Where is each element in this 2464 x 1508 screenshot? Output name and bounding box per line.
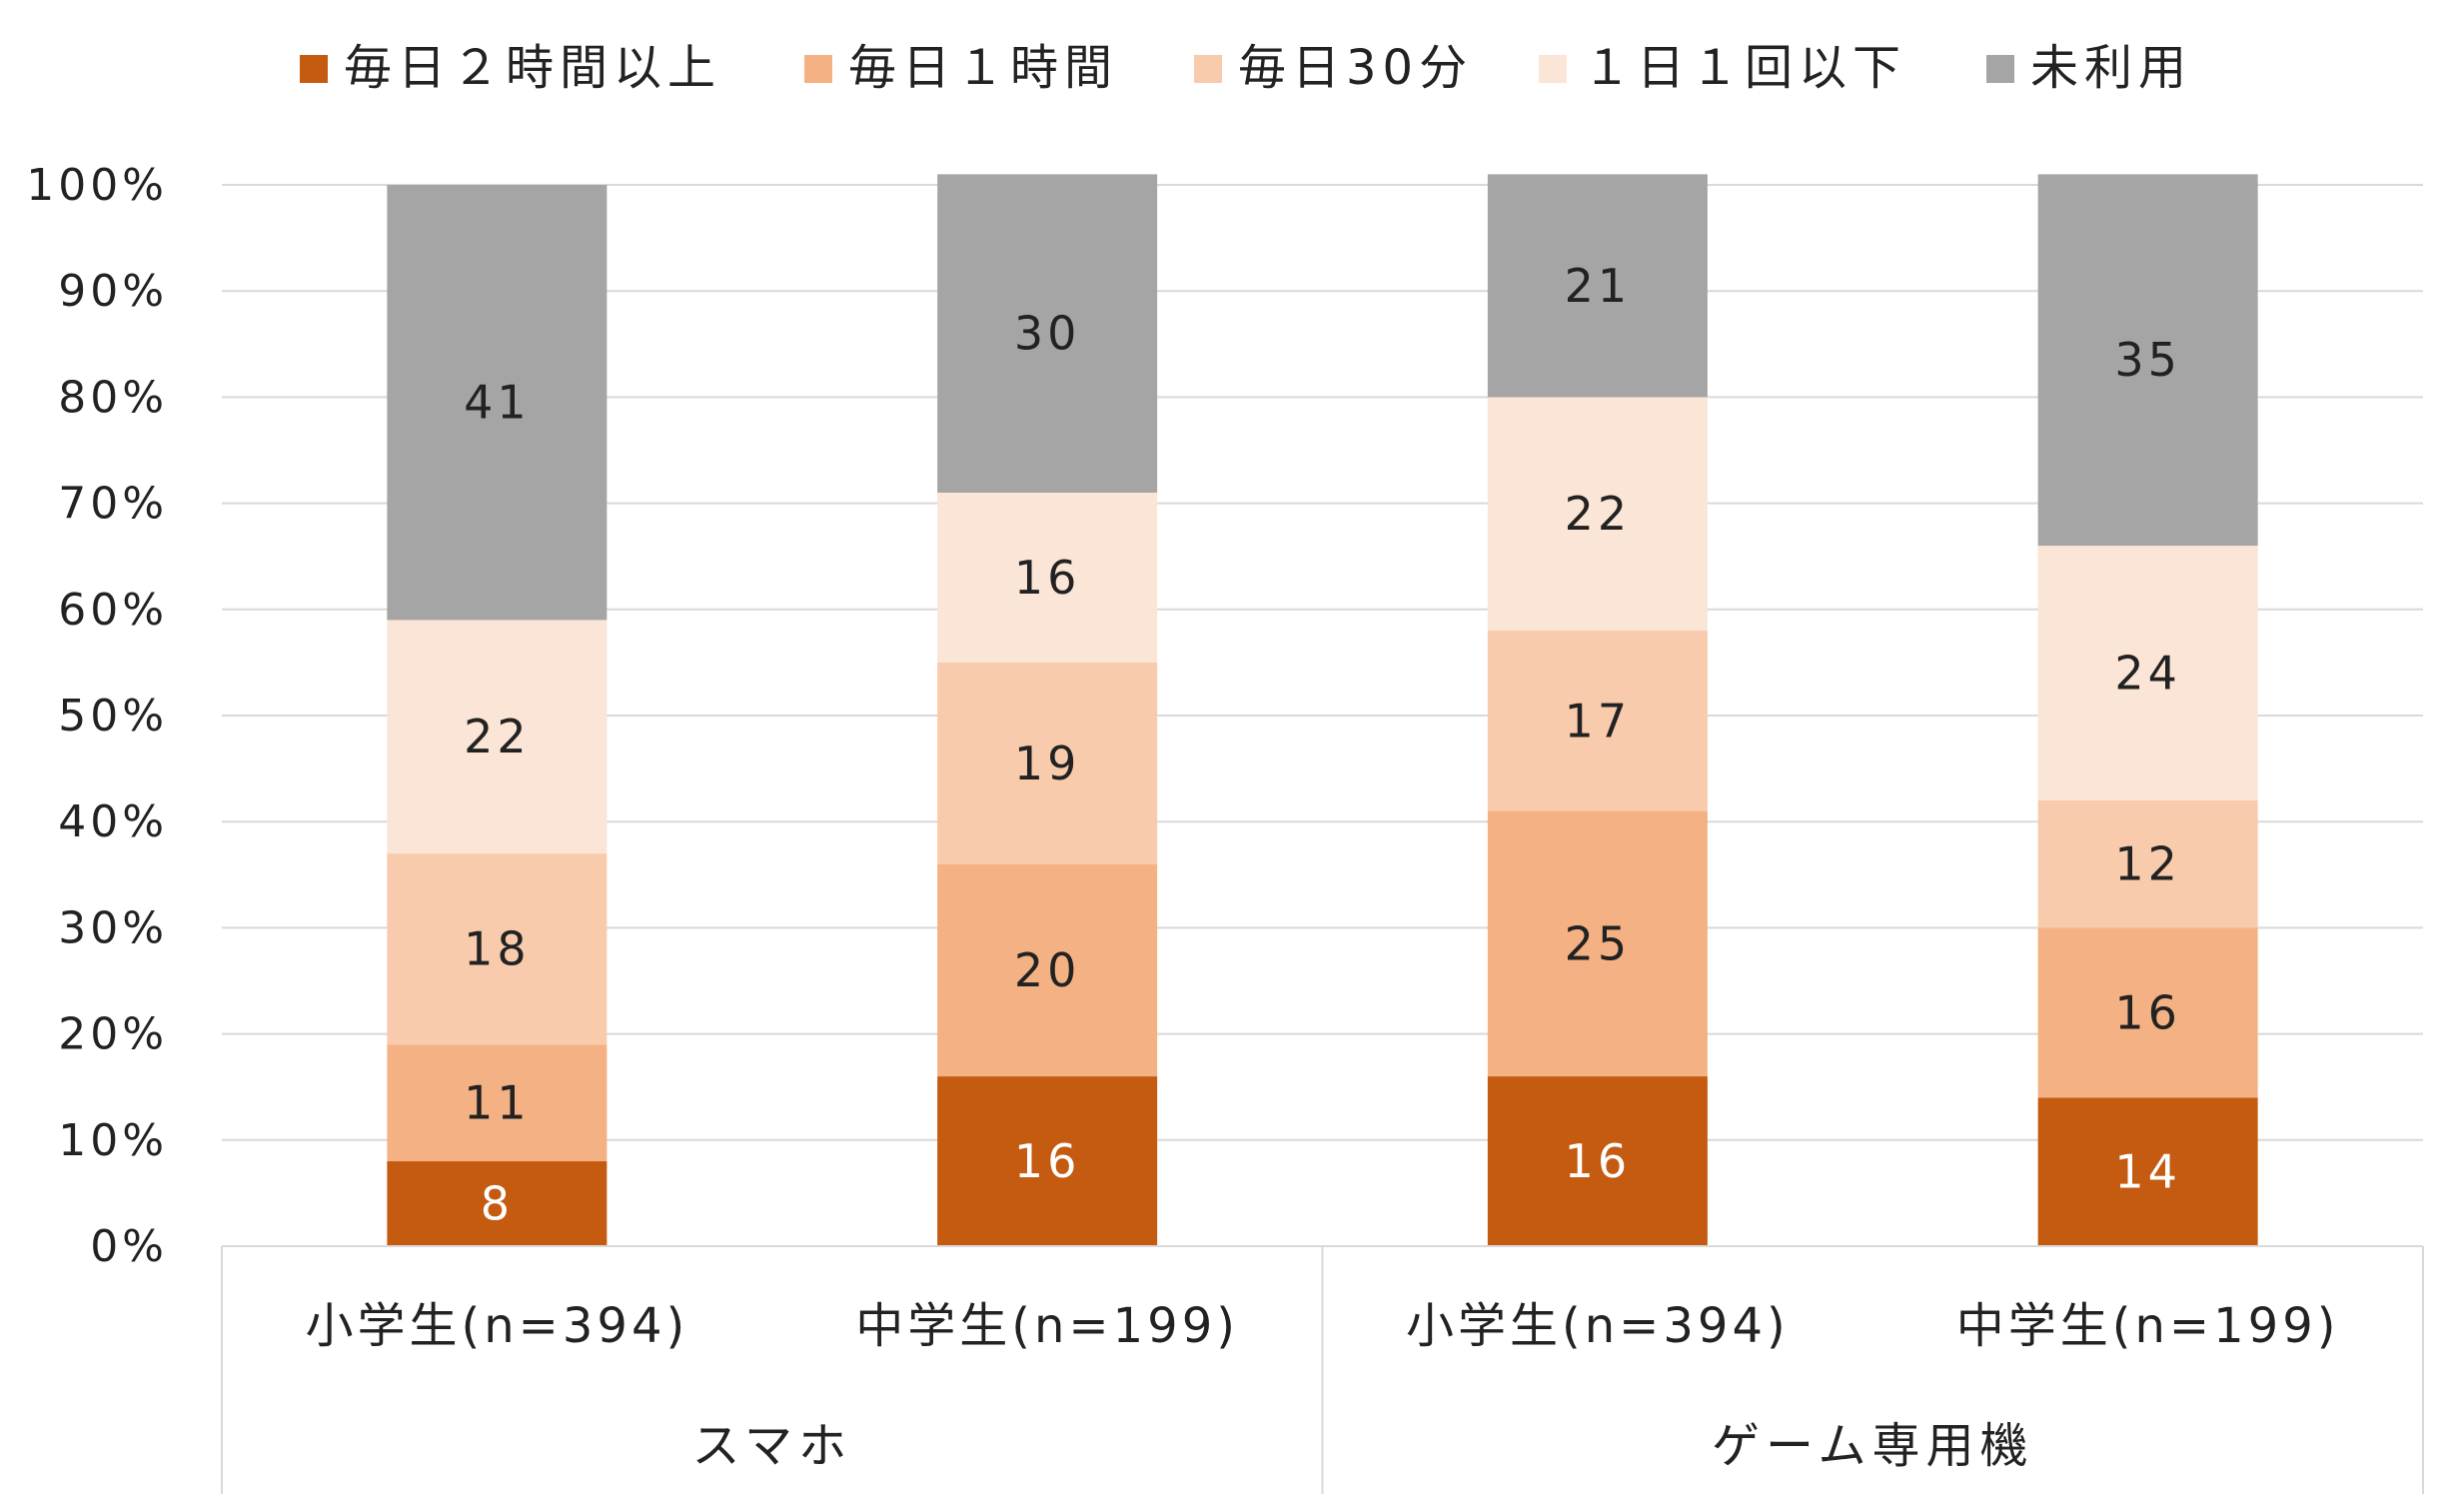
data-label: 16 — [2114, 985, 2181, 1039]
group-label: ゲーム専用機 — [1712, 1418, 2034, 1474]
bar-segment — [1487, 810, 1708, 1077]
data-label: 21 — [1565, 259, 1632, 313]
y-tick-label: 10% — [58, 1115, 168, 1166]
y-axis: 0% 10% 20% 30% 40% 50% 60% 70% 80% 90% 100% — [26, 160, 168, 1272]
x-tick-label: 中学生(n=199) — [1956, 1298, 2340, 1354]
data-label: 16 — [1014, 551, 1081, 605]
bar-segment — [387, 185, 608, 621]
y-tick-label: 90% — [58, 266, 168, 317]
y-tick-label: 50% — [58, 691, 168, 742]
bar-segment — [937, 174, 1158, 493]
y-tick-label: 30% — [58, 902, 168, 953]
data-label: 24 — [2114, 647, 2181, 701]
bar-segment — [1487, 631, 1708, 811]
legend: 毎日２時間以上 毎日１時間 毎日30分 １日１回以下 未利用 — [300, 40, 2192, 96]
legend-swatch — [1986, 55, 2014, 83]
y-tick-label: 80% — [58, 372, 168, 423]
bar-segment — [1487, 397, 1708, 632]
bar-segment — [2037, 174, 2258, 547]
bar-segment — [2037, 799, 2258, 928]
bar-segment — [387, 620, 608, 854]
data-label: 16 — [1565, 1134, 1632, 1188]
bar-segment — [937, 492, 1158, 663]
x-tick-label: 小学生(n=394) — [1406, 1298, 1790, 1354]
data-label: 17 — [1565, 694, 1632, 748]
bar-segment — [1487, 1076, 1708, 1246]
bar-segment — [937, 1076, 1158, 1246]
legend-entry: 毎日２時間以上 — [344, 40, 721, 96]
data-label: 12 — [2114, 837, 2181, 891]
bars: 8 11 18 22 41 16 20 19 16 30 16 25 17 22 21 14 16 12 24 35 — [387, 174, 2258, 1246]
legend-entry: １日１回以下 — [1583, 40, 1906, 96]
x-axis: 小学生(n=394) 中学生(n=199) 小学生(n=394) 中学生(n=199)… — [221, 1245, 2424, 1494]
data-label: 18 — [464, 922, 531, 976]
bar-segment — [387, 1044, 608, 1162]
data-label: 25 — [1565, 916, 1632, 970]
bar-segment — [387, 853, 608, 1045]
data-label: 11 — [464, 1076, 531, 1130]
y-tick-label: 40% — [58, 796, 168, 847]
data-label: 30 — [1014, 307, 1081, 361]
legend-swatch — [1539, 55, 1567, 83]
bar-segment — [387, 1161, 608, 1246]
data-label: 22 — [464, 710, 531, 763]
data-label: 8 — [481, 1177, 514, 1231]
bar-segment — [2037, 546, 2258, 800]
legend-swatch — [804, 55, 832, 83]
data-label: 14 — [2114, 1145, 2181, 1199]
data-label: 20 — [1014, 943, 1081, 997]
bar-segment — [2037, 1097, 2258, 1246]
bar-segment — [937, 863, 1158, 1077]
data-label: 41 — [464, 376, 531, 430]
legend-entry: 毎日１時間 — [848, 40, 1118, 96]
y-tick-label: 0% — [90, 1221, 168, 1272]
legend-swatch — [1194, 55, 1222, 83]
legend-swatch — [300, 55, 328, 83]
x-tick-label: 小学生(n=394) — [306, 1298, 689, 1354]
group-label: スマホ — [691, 1418, 852, 1474]
data-label: 16 — [1014, 1134, 1081, 1188]
y-tick-label: 60% — [58, 585, 168, 636]
bar-segment — [2037, 927, 2258, 1098]
x-tick-label: 中学生(n=199) — [855, 1298, 1239, 1354]
bar-segment — [1487, 174, 1708, 398]
data-label: 35 — [2114, 333, 2181, 387]
legend-entry: 毎日30分 — [1238, 40, 1473, 96]
data-label: 22 — [1565, 487, 1632, 541]
bar-segment — [937, 662, 1158, 864]
y-tick-label: 100% — [26, 160, 168, 211]
y-tick-label: 20% — [58, 1009, 168, 1060]
data-label: 19 — [1014, 737, 1081, 790]
legend-entry: 未利用 — [2030, 40, 2192, 96]
y-tick-label: 70% — [58, 479, 168, 530]
